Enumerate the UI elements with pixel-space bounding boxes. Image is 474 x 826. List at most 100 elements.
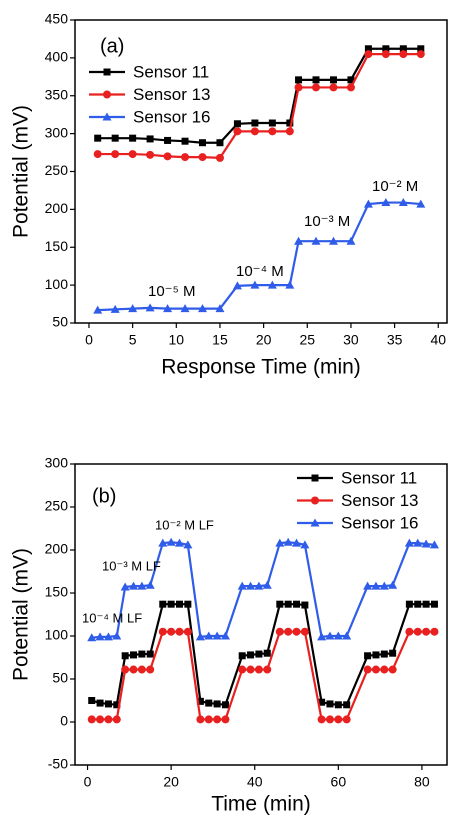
marker (137, 665, 146, 674)
marker (325, 715, 334, 724)
marker (364, 652, 372, 660)
y-tick-label: 150 (45, 584, 69, 600)
marker (317, 715, 326, 724)
marker (213, 715, 222, 724)
marker (175, 600, 183, 608)
marker (388, 580, 398, 589)
legend-label: Sensor 16 (133, 107, 211, 126)
marker (204, 631, 214, 640)
marker (104, 715, 113, 724)
marker (318, 698, 326, 706)
marker (137, 581, 147, 590)
marker (398, 198, 408, 207)
marker (111, 134, 119, 142)
marker (263, 649, 271, 657)
marker (198, 139, 206, 147)
y-tick-label: 250 (45, 498, 69, 514)
marker (300, 540, 310, 549)
marker (166, 537, 176, 546)
marker (94, 134, 102, 142)
marker (405, 600, 413, 608)
marker (129, 665, 138, 674)
annotation: 10⁻⁴ M (236, 263, 284, 280)
marker (388, 665, 397, 674)
marker (158, 538, 168, 547)
marker (380, 650, 388, 658)
marker (183, 540, 193, 549)
marker (255, 650, 263, 658)
marker (246, 665, 255, 674)
marker (233, 120, 241, 128)
marker (275, 538, 285, 547)
marker (184, 600, 192, 608)
marker (414, 600, 422, 608)
y-tick-label: 200 (45, 541, 69, 557)
marker (364, 45, 372, 53)
marker (113, 701, 121, 709)
marker (215, 153, 224, 162)
marker (334, 715, 343, 724)
marker (104, 700, 112, 708)
marker (250, 127, 259, 136)
marker (145, 580, 155, 589)
marker (342, 631, 352, 640)
marker (180, 304, 190, 313)
legend-label: Sensor 11 (341, 468, 417, 487)
marker (371, 581, 381, 590)
marker (364, 50, 373, 59)
marker (346, 83, 355, 92)
marker (121, 665, 130, 674)
marker (312, 83, 321, 92)
marker (430, 627, 439, 636)
marker (145, 303, 155, 312)
marker (112, 631, 122, 640)
annotation: (b) (92, 485, 116, 507)
annotation: 10⁻³ M LF (102, 558, 161, 573)
marker (254, 581, 264, 590)
marker (221, 701, 229, 709)
marker (430, 600, 438, 608)
marker (220, 631, 230, 640)
x-tick-label: 5 (129, 332, 137, 348)
annotation: 10⁻³ M (304, 213, 350, 230)
x-tick-label: 35 (387, 332, 403, 348)
y-axis-title: Potential (mV) (10, 548, 33, 681)
legend-marker (102, 112, 112, 121)
x-tick-label: 30 (343, 332, 359, 348)
marker (334, 701, 342, 709)
marker (221, 715, 230, 724)
marker (128, 304, 138, 313)
marker (247, 651, 255, 659)
marker (163, 304, 173, 313)
marker (300, 627, 309, 636)
marker (112, 715, 121, 724)
legend-marker (103, 68, 111, 76)
marker (262, 580, 272, 589)
marker (326, 700, 334, 708)
marker (146, 135, 154, 143)
y-tick-label: -50 (48, 756, 68, 772)
x-axis-title: Response Time (min) (161, 356, 361, 379)
y-tick-label: 300 (45, 455, 69, 471)
marker (167, 600, 175, 608)
marker (389, 649, 397, 657)
marker (292, 538, 302, 547)
marker (416, 50, 425, 59)
marker (363, 665, 372, 674)
x-tick-label: 20 (256, 332, 272, 348)
marker (138, 650, 146, 658)
marker (421, 539, 431, 548)
marker (268, 127, 277, 136)
y-tick-label: 200 (45, 200, 69, 216)
x-tick-label: 40 (247, 774, 263, 790)
marker (285, 127, 294, 136)
legend-label: Sensor 13 (341, 491, 419, 510)
x-tick-label: 0 (85, 332, 93, 348)
marker (87, 715, 96, 724)
marker (250, 280, 260, 289)
marker (380, 665, 389, 674)
marker (295, 76, 303, 84)
marker (213, 700, 221, 708)
marker (333, 631, 343, 640)
marker (325, 631, 335, 640)
